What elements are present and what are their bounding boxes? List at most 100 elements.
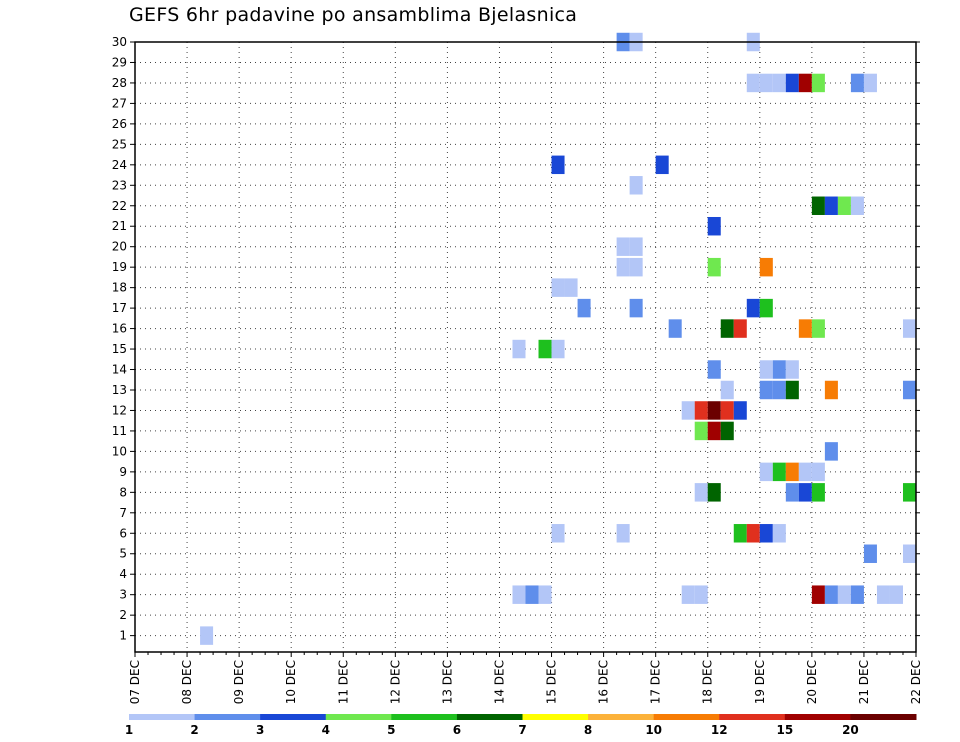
heatmap-cell (798, 483, 812, 502)
y-tick-label: 3 (119, 588, 127, 602)
x-tick-label: 17 DEC (649, 660, 663, 704)
heatmap-cell (837, 196, 851, 215)
heatmap-cell (785, 360, 799, 379)
y-tick-label: 14 (112, 363, 127, 377)
heatmap-cell (785, 380, 799, 400)
y-tick-label: 30 (112, 35, 127, 49)
y-tick-label: 1 (119, 629, 127, 643)
y-tick-label: 4 (119, 567, 127, 581)
heatmap-cell (629, 298, 643, 318)
y-tick-label: 28 (112, 76, 127, 90)
heatmap-cells (200, 32, 916, 645)
y-tick-label: 25 (112, 137, 127, 151)
heatmap-cell (707, 483, 721, 502)
heatmap-cell (746, 73, 760, 93)
x-tick-label: 11 DEC (336, 660, 350, 704)
legend-swatch (129, 714, 196, 720)
heatmap-cell (811, 319, 825, 338)
y-tick-label: 22 (112, 199, 127, 213)
legend-swatch (784, 714, 851, 720)
heatmap-cell (759, 462, 773, 482)
legend-label: 5 (387, 723, 395, 737)
legend-label: 15 (776, 723, 793, 737)
x-tick-label: 20 DEC (805, 660, 819, 704)
heatmap-cell (850, 585, 864, 604)
legend-swatch (325, 714, 392, 720)
heatmap-cell (512, 585, 526, 604)
heatmap-cell (759, 380, 773, 400)
heatmap-cell (772, 73, 786, 93)
legend-swatch (653, 714, 720, 720)
heatmap-cell (785, 462, 799, 482)
heatmap-cell (733, 401, 747, 420)
heatmap-cell (759, 257, 773, 277)
heatmap-cell (811, 196, 825, 215)
heatmap-cell (824, 442, 838, 461)
legend-label: 7 (518, 723, 526, 737)
heatmap-cell (824, 380, 838, 400)
heatmap-cell (694, 585, 708, 604)
y-tick-label: 6 (119, 526, 127, 540)
heatmap-cell (902, 380, 916, 400)
legend-label: 3 (256, 723, 264, 737)
heatmap-cell (759, 524, 773, 543)
heatmap-cell (759, 73, 773, 93)
y-tick-label: 8 (119, 485, 127, 499)
legend-swatch (456, 714, 523, 720)
y-tick-label: 29 (112, 55, 127, 69)
heatmap-cell (577, 298, 591, 318)
heatmap-cell (616, 257, 630, 277)
y-tick-label: 17 (112, 301, 127, 315)
y-tick-label: 23 (112, 178, 127, 192)
legend-swatch (588, 714, 655, 720)
heatmap-cell (811, 585, 825, 604)
legend-label: 4 (322, 723, 330, 737)
heatmap-cell (681, 585, 695, 604)
x-tick-label: 10 DEC (284, 660, 298, 704)
heatmap-cell (902, 483, 916, 502)
y-tick-label: 9 (119, 465, 127, 479)
y-tick-label: 7 (119, 506, 127, 520)
x-tick-label: 07 DEC (128, 660, 142, 704)
y-tick-label: 27 (112, 96, 127, 110)
heatmap-cell (629, 176, 643, 195)
heatmap-cell (798, 73, 812, 93)
y-tick-label: 11 (112, 424, 127, 438)
heatmap-cell (551, 155, 565, 175)
legend-swatch (719, 714, 786, 720)
x-tick-label: 21 DEC (857, 660, 871, 704)
y-tick-label: 13 (112, 383, 127, 397)
heatmap-cell (525, 585, 539, 604)
heatmap-cell (655, 155, 669, 175)
x-tick-label: 08 DEC (180, 660, 194, 704)
heatmap-cell (681, 401, 695, 420)
heatmap-cell (707, 257, 721, 277)
y-axis: 1234567891011121314151617181920212223242… (112, 35, 920, 643)
heatmap-cell (798, 462, 812, 482)
y-tick-label: 21 (112, 219, 127, 233)
heatmap-cell (720, 421, 734, 441)
heatmap-cell (746, 298, 760, 318)
heatmap-cell (616, 237, 630, 256)
x-tick-label: 22 DEC (909, 660, 923, 704)
color-legend: 1 2 3 4 5 6 7 8 10 12 15 20 (125, 714, 917, 737)
heatmap-cell (811, 483, 825, 502)
heatmap-cell (863, 544, 877, 563)
heatmap-cell (759, 360, 773, 379)
y-tick-label: 24 (112, 158, 127, 172)
heatmap-cell (798, 319, 812, 338)
heatmap-cell (850, 73, 864, 93)
heatmap-cell (772, 524, 786, 543)
heatmap-cell (551, 524, 565, 543)
heatmap-cell (629, 257, 643, 277)
heatmap-cell (707, 360, 721, 379)
heatmap-cell (772, 462, 786, 482)
heatmap-cell (772, 360, 786, 379)
heatmap-cell (785, 73, 799, 93)
heatmap-cell (889, 585, 903, 604)
heatmap-cell (811, 462, 825, 482)
x-tick-label: 14 DEC (492, 660, 506, 704)
x-tick-label: 18 DEC (701, 660, 715, 704)
heatmap-cell (811, 73, 825, 93)
